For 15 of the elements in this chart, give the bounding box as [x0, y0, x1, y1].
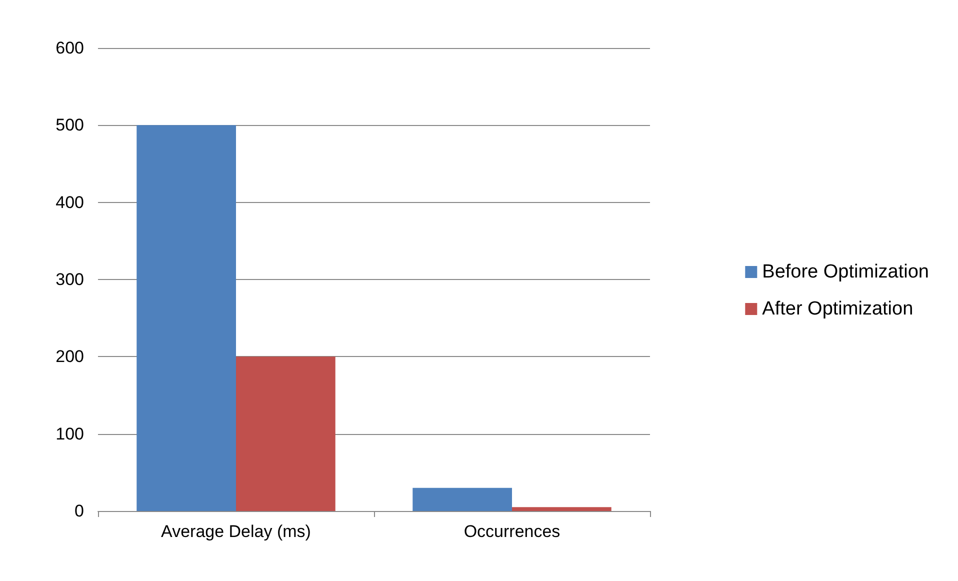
y-tick-label: 200	[56, 347, 84, 366]
y-tick-label: 500	[56, 116, 84, 135]
y-tick-label: 600	[56, 38, 84, 58]
bar	[512, 507, 612, 511]
x-tick-label: Occurrences	[464, 522, 560, 541]
y-tick-label: 100	[56, 424, 84, 444]
bar	[136, 125, 236, 511]
bar	[236, 356, 336, 511]
legend-label: Before Optimization	[762, 262, 930, 282]
y-tick-label: 400	[56, 192, 84, 212]
x-tick-label: Average Delay (ms)	[161, 522, 311, 541]
y-tick-label: 0	[74, 502, 84, 520]
bar	[412, 488, 512, 511]
y-tick-label: 300	[56, 270, 84, 289]
legend-label: After Optimization	[762, 298, 914, 320]
